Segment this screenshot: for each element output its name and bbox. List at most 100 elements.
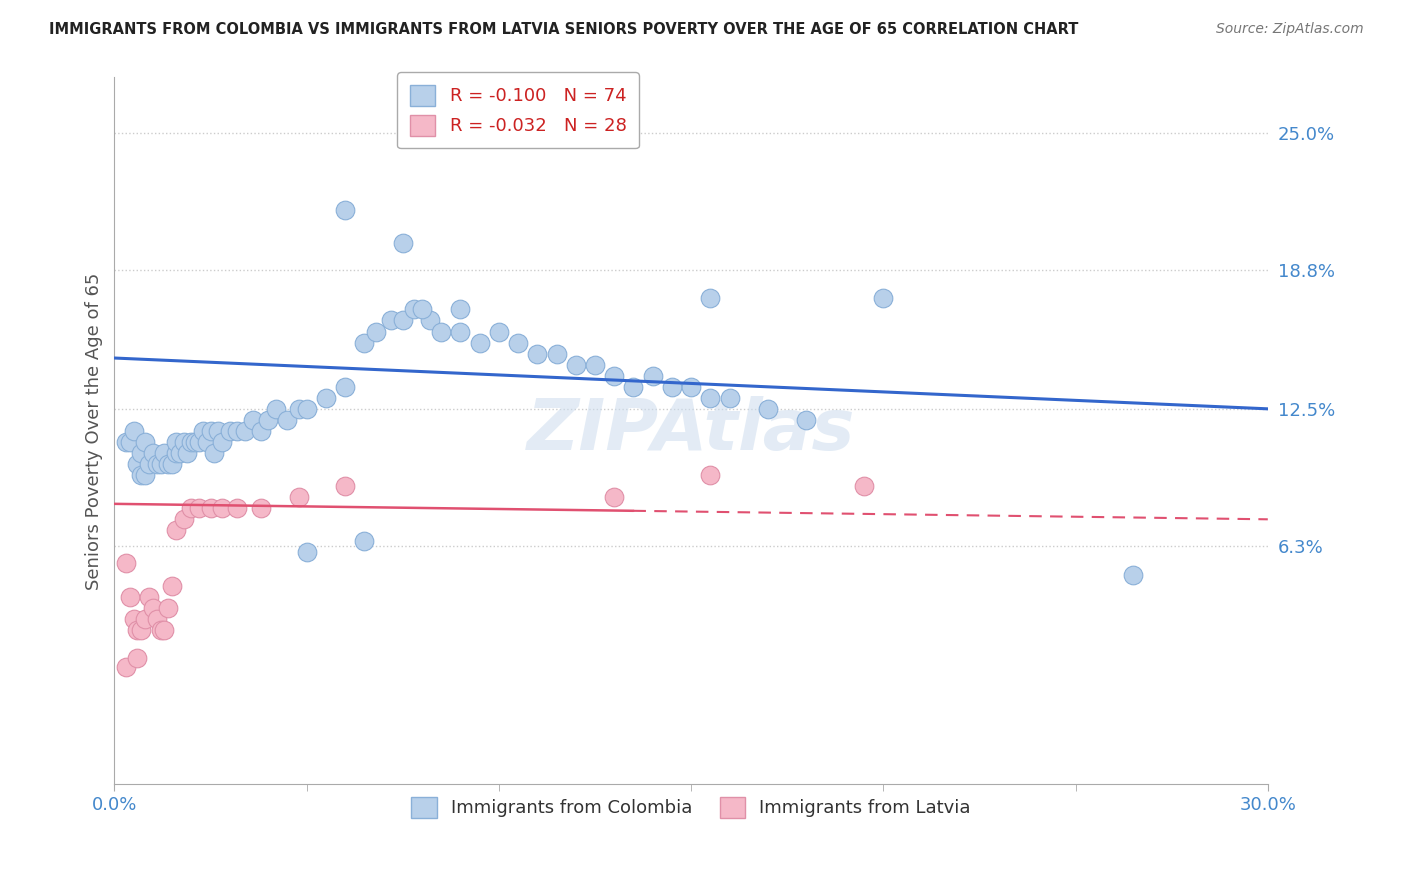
Point [202,446,225,460]
Point [1122,567,1144,582]
Point [165,524,187,538]
Point [134,468,156,483]
Point [699,391,721,405]
Y-axis label: Seniors Poverty Over the Age of 65: Seniors Poverty Over the Age of 65 [86,272,103,590]
Point [353,335,375,350]
Point [288,490,311,504]
Point [333,479,356,493]
Point [145,612,167,626]
Point [333,202,356,217]
Point [226,501,249,516]
Point [188,434,211,449]
Point [211,501,233,516]
Point [756,401,779,416]
Point [122,424,145,438]
Point [218,424,240,438]
Point [872,292,894,306]
Point [127,623,149,637]
Point [173,434,195,449]
Point [160,457,183,471]
Point [115,557,138,571]
Point [380,313,402,327]
Point [165,446,187,460]
Point [257,413,280,427]
Point [188,501,211,516]
Point [184,434,207,449]
Point [623,380,645,394]
Point [603,368,626,383]
Point [449,325,471,339]
Point [180,434,202,449]
Text: IMMIGRANTS FROM COLOMBIA VS IMMIGRANTS FROM LATVIA SENIORS POVERTY OVER THE AGE : IMMIGRANTS FROM COLOMBIA VS IMMIGRANTS F… [49,22,1078,37]
Point [142,600,165,615]
Point [526,346,548,360]
Point [449,302,471,317]
Point [468,335,491,350]
Point [681,380,703,394]
Point [142,446,165,460]
Point [157,600,180,615]
Point [430,325,453,339]
Point [315,391,337,405]
Point [391,236,413,251]
Point [127,457,149,471]
Point [264,401,287,416]
Point [138,590,160,604]
Point [122,612,145,626]
Point [134,612,156,626]
Point [153,623,176,637]
Point [131,446,153,460]
Point [853,479,876,493]
Point [195,434,218,449]
Point [488,325,510,339]
Point [404,302,426,317]
Point [249,424,271,438]
Point [333,380,356,394]
Point [391,313,413,327]
Point [242,413,264,427]
Point [191,424,214,438]
Point [165,434,187,449]
Point [506,335,529,350]
Point [118,434,141,449]
Point [200,424,222,438]
Point [796,413,818,427]
Point [207,424,229,438]
Point [200,501,222,516]
Point [153,446,176,460]
Text: Source: ZipAtlas.com: Source: ZipAtlas.com [1216,22,1364,37]
Point [364,325,387,339]
Point [115,660,138,674]
Point [718,391,741,405]
Point [226,424,249,438]
Point [295,545,318,559]
Point [211,434,233,449]
Point [353,534,375,549]
Point [127,651,149,665]
Point [131,623,153,637]
Point [157,457,180,471]
Point [149,457,172,471]
Point [276,413,298,427]
Point [134,434,156,449]
Point [233,424,256,438]
Point [546,346,568,360]
Point [699,468,721,483]
Point [180,501,202,516]
Point [565,358,588,372]
Point [295,401,318,416]
Point [641,368,664,383]
Point [118,590,141,604]
Point [145,457,167,471]
Point [583,358,606,372]
Point [115,434,138,449]
Point [249,501,271,516]
Point [173,512,195,526]
Point [661,380,683,394]
Point [138,457,160,471]
Point [411,302,433,317]
Point [288,401,311,416]
Point [160,578,183,592]
Point [169,446,191,460]
Text: ZIPAtlas: ZIPAtlas [527,396,855,466]
